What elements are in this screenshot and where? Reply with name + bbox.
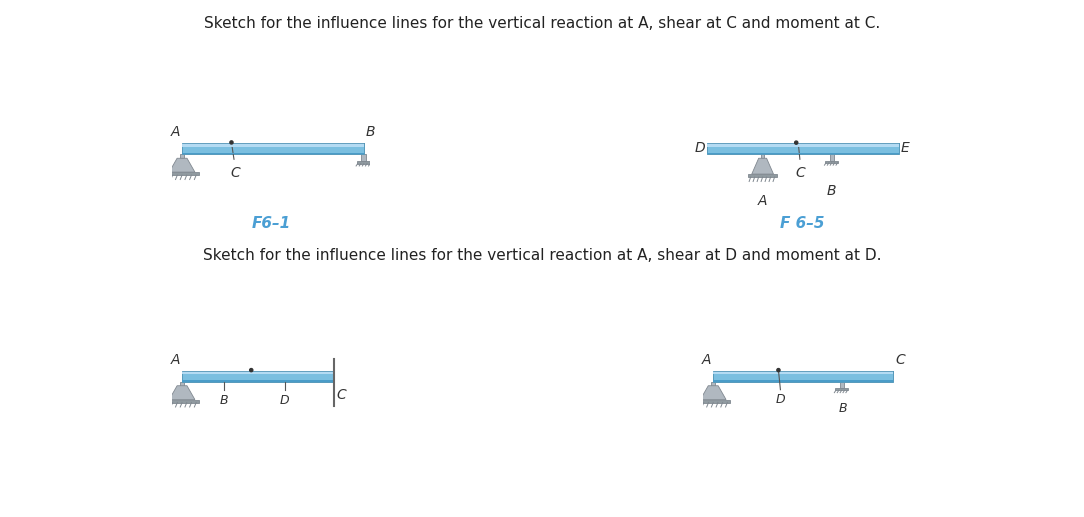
Polygon shape: [169, 158, 195, 172]
Bar: [713, 371, 893, 374]
Text: C: C: [796, 166, 805, 180]
Polygon shape: [169, 386, 195, 400]
Text: A: A: [170, 126, 180, 140]
Text: Sketch for the influence lines for the vertical reaction at A, shear at D and mo: Sketch for the influence lines for the v…: [203, 248, 881, 263]
Bar: [707, 143, 899, 154]
Bar: [697, 400, 730, 403]
Text: B: B: [838, 402, 847, 415]
Text: C: C: [895, 353, 905, 367]
Bar: [182, 380, 334, 382]
Bar: [182, 371, 334, 374]
Bar: [829, 154, 834, 161]
Bar: [182, 143, 364, 147]
Text: B: B: [219, 393, 228, 407]
Bar: [180, 382, 184, 386]
Bar: [166, 400, 198, 403]
Bar: [713, 371, 893, 382]
Bar: [182, 143, 364, 154]
Bar: [180, 154, 184, 158]
Circle shape: [249, 369, 253, 372]
Circle shape: [230, 141, 233, 144]
Text: A: A: [701, 353, 711, 367]
Text: Sketch for the influence lines for the vertical reaction at A, shear at C and mo: Sketch for the influence lines for the v…: [204, 16, 880, 31]
Text: D: D: [280, 393, 289, 407]
Bar: [836, 388, 848, 390]
Bar: [825, 161, 838, 163]
Text: F6–1: F6–1: [251, 217, 291, 232]
Bar: [839, 382, 843, 388]
Bar: [713, 380, 893, 382]
Text: B: B: [366, 126, 375, 140]
Bar: [748, 174, 777, 177]
Text: A: A: [170, 353, 180, 367]
Bar: [357, 161, 371, 163]
Text: D: D: [695, 141, 706, 155]
Circle shape: [777, 369, 780, 372]
Text: F 6–5: F 6–5: [779, 217, 825, 232]
Bar: [707, 153, 899, 154]
Bar: [182, 371, 334, 382]
Text: D: D: [776, 392, 785, 406]
Bar: [711, 382, 715, 386]
Text: C: C: [231, 166, 241, 180]
Text: E: E: [901, 141, 909, 155]
Bar: [761, 154, 764, 158]
Text: C: C: [336, 388, 346, 402]
Text: B: B: [827, 184, 837, 198]
Circle shape: [795, 141, 798, 144]
Polygon shape: [751, 158, 774, 174]
Bar: [182, 153, 364, 154]
Bar: [361, 154, 366, 161]
Bar: [707, 143, 899, 147]
Polygon shape: [700, 386, 726, 400]
Text: A: A: [758, 194, 767, 208]
Bar: [166, 172, 198, 175]
